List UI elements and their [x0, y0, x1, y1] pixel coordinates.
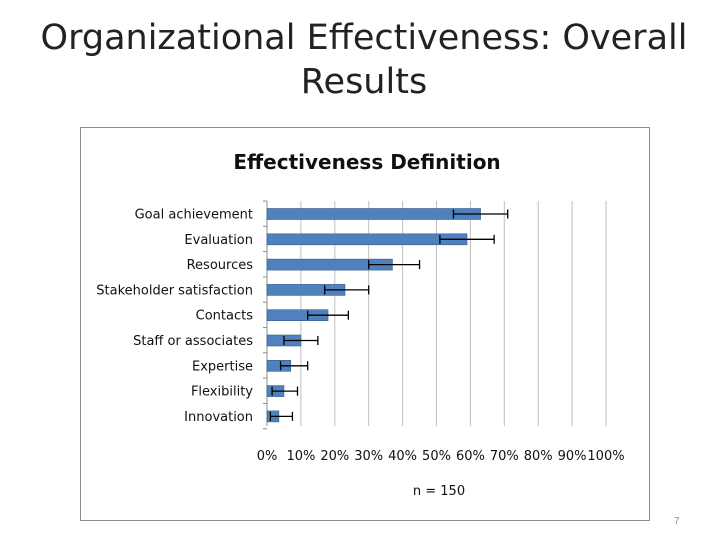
category-label: Stakeholder satisfaction [96, 283, 253, 298]
x-tick-label: 70% [490, 449, 519, 464]
category-label: Evaluation [184, 233, 253, 248]
category-label: Contacts [196, 309, 254, 324]
category-label: Expertise [192, 359, 253, 374]
category-label: Goal achievement [135, 208, 253, 223]
bar [266, 233, 468, 246]
x-tick-label: 80% [524, 449, 553, 464]
slide-title: Organizational Effectiveness: Overall Re… [40, 18, 688, 102]
page-number: 7 [674, 516, 680, 527]
bar [266, 208, 481, 220]
chart-frame: Effectiveness Definition Goal achievemen… [80, 127, 650, 521]
category-label: Resources [187, 258, 254, 273]
x-tick-label: 100% [587, 449, 624, 464]
bar-chart: Effectiveness Definition Goal achievemen… [96, 150, 625, 499]
x-tick-label: 10% [286, 449, 315, 464]
category-labels: Goal achievement Evaluation Resources Stake… [96, 208, 253, 425]
x-tick-label: 30% [354, 449, 383, 464]
x-tick-label: 20% [320, 449, 349, 464]
x-tick-label: 60% [456, 449, 485, 464]
category-label: Flexibility [191, 385, 253, 400]
x-tick-label: 40% [388, 449, 417, 464]
bars [266, 208, 481, 423]
category-label: Innovation [184, 410, 253, 425]
x-tick-labels: 0% 10% 20% 30% 40% 50% 60% 70% 80% 90% 100% [257, 449, 625, 464]
sample-size-note: n = 150 [413, 484, 465, 499]
chart-title: Effectiveness Definition [233, 150, 500, 174]
x-tick-label: 90% [558, 449, 587, 464]
error-bars [269, 209, 509, 421]
category-label: Staff or associates [133, 334, 253, 349]
x-tick-label: 0% [257, 449, 278, 464]
x-tick-label: 50% [422, 449, 451, 464]
